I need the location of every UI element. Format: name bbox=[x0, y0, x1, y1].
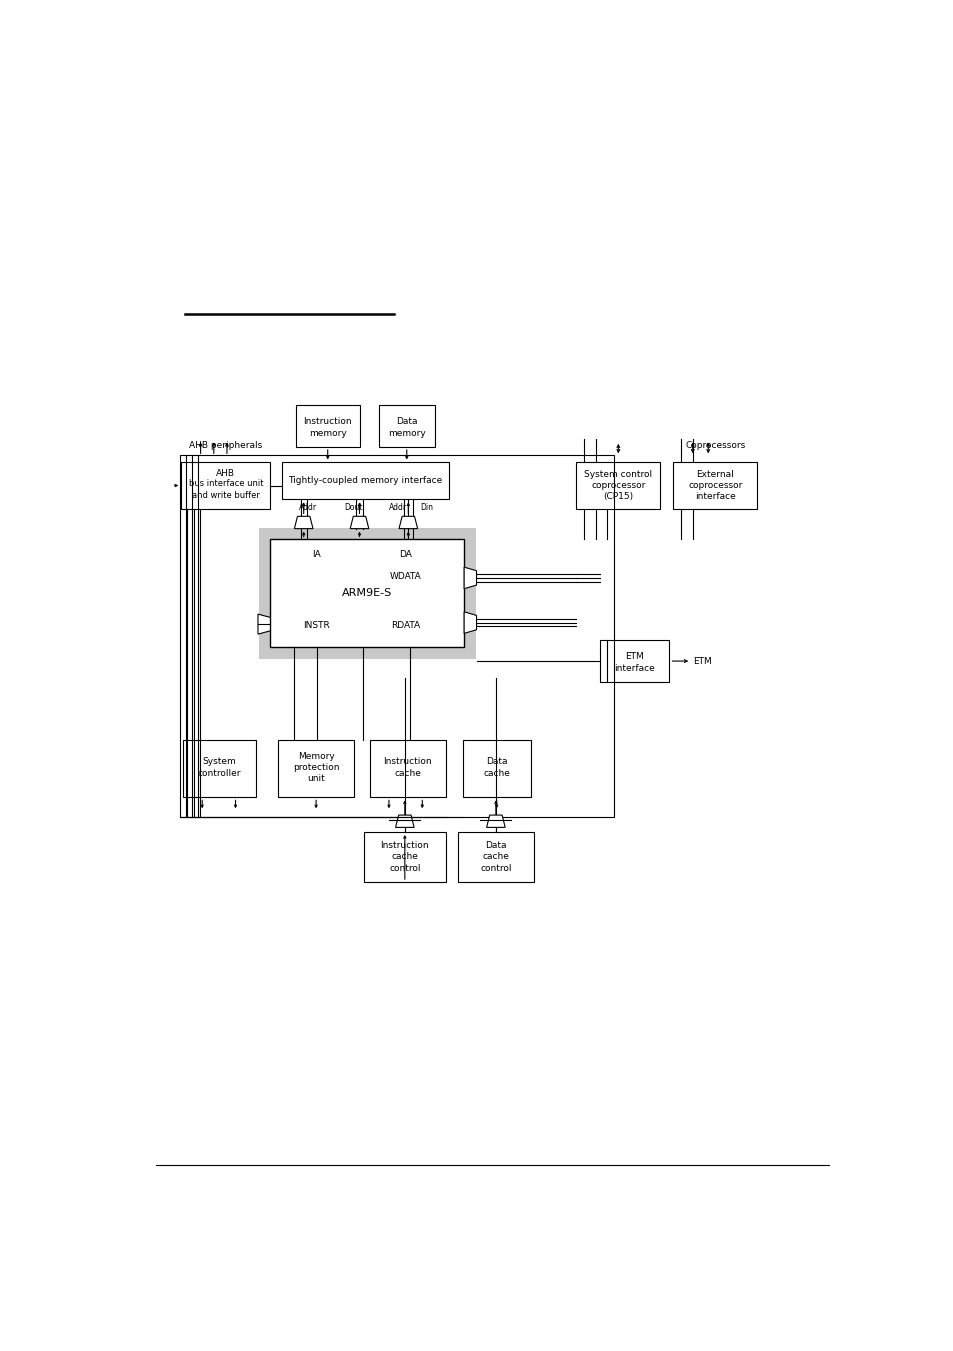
Bar bbox=[599, 639, 669, 682]
Text: Instruction: Instruction bbox=[383, 757, 432, 766]
Polygon shape bbox=[464, 567, 476, 589]
Text: DA: DA bbox=[399, 550, 412, 559]
Bar bbox=[282, 462, 448, 500]
Text: ETM: ETM bbox=[692, 657, 711, 666]
Text: Data: Data bbox=[485, 757, 507, 766]
Text: control: control bbox=[389, 863, 420, 873]
Bar bbox=[278, 739, 354, 797]
Text: Addr: Addr bbox=[298, 503, 316, 512]
Bar bbox=[673, 462, 757, 508]
Text: System: System bbox=[203, 757, 236, 766]
Text: ETM: ETM bbox=[624, 653, 643, 661]
Text: ARM9E-S: ARM9E-S bbox=[342, 588, 392, 598]
Polygon shape bbox=[486, 815, 505, 827]
Text: IA: IA bbox=[313, 550, 321, 559]
Text: Addr: Addr bbox=[389, 503, 407, 512]
Text: bus interface unit: bus interface unit bbox=[189, 480, 263, 489]
Text: and write buffer: and write buffer bbox=[192, 490, 259, 500]
Text: Data: Data bbox=[485, 842, 506, 850]
Text: Memory: Memory bbox=[297, 753, 335, 761]
Bar bbox=[179, 455, 613, 816]
Bar bbox=[183, 739, 256, 797]
Polygon shape bbox=[398, 516, 417, 528]
Text: Tightly-coupled memory interface: Tightly-coupled memory interface bbox=[288, 477, 442, 485]
Bar bbox=[181, 462, 270, 508]
Text: control: control bbox=[479, 863, 511, 873]
Bar bbox=[270, 539, 464, 647]
Text: interface: interface bbox=[694, 492, 735, 501]
Bar bbox=[364, 832, 445, 882]
Text: cache: cache bbox=[394, 769, 420, 778]
Bar bbox=[258, 528, 476, 659]
Text: cache: cache bbox=[482, 852, 509, 861]
Bar bbox=[576, 462, 659, 508]
Text: protection: protection bbox=[293, 763, 339, 771]
Text: cache: cache bbox=[483, 769, 510, 778]
Bar bbox=[462, 739, 530, 797]
Text: unit: unit bbox=[307, 774, 325, 782]
Text: AHB: AHB bbox=[216, 469, 235, 478]
Polygon shape bbox=[464, 612, 476, 634]
Text: INSTR: INSTR bbox=[303, 621, 330, 630]
Text: Instruction: Instruction bbox=[380, 842, 429, 850]
Bar bbox=[457, 832, 534, 882]
Text: System control: System control bbox=[583, 470, 652, 480]
Polygon shape bbox=[350, 516, 369, 528]
Text: AHB peripherals: AHB peripherals bbox=[189, 440, 262, 450]
Text: coprocessor: coprocessor bbox=[687, 481, 741, 490]
Polygon shape bbox=[294, 516, 313, 528]
Text: controller: controller bbox=[197, 769, 241, 778]
Bar bbox=[378, 405, 435, 447]
Text: External: External bbox=[696, 470, 733, 480]
Polygon shape bbox=[257, 615, 270, 634]
Text: RDATA: RDATA bbox=[391, 621, 420, 630]
Text: WDATA: WDATA bbox=[390, 571, 421, 581]
Text: Dout: Dout bbox=[344, 503, 362, 512]
Text: (CP15): (CP15) bbox=[602, 492, 633, 501]
Text: coprocessor: coprocessor bbox=[591, 481, 645, 490]
Text: cache: cache bbox=[391, 852, 417, 861]
Polygon shape bbox=[395, 815, 414, 827]
Text: memory: memory bbox=[388, 430, 425, 439]
Text: Instruction: Instruction bbox=[303, 417, 352, 426]
Bar bbox=[369, 739, 445, 797]
Text: Data: Data bbox=[395, 417, 417, 426]
Bar bbox=[295, 405, 359, 447]
Text: interface: interface bbox=[614, 665, 655, 673]
Text: Din: Din bbox=[420, 503, 434, 512]
Text: Coprocessors: Coprocessors bbox=[684, 440, 744, 450]
Text: memory: memory bbox=[309, 430, 346, 439]
